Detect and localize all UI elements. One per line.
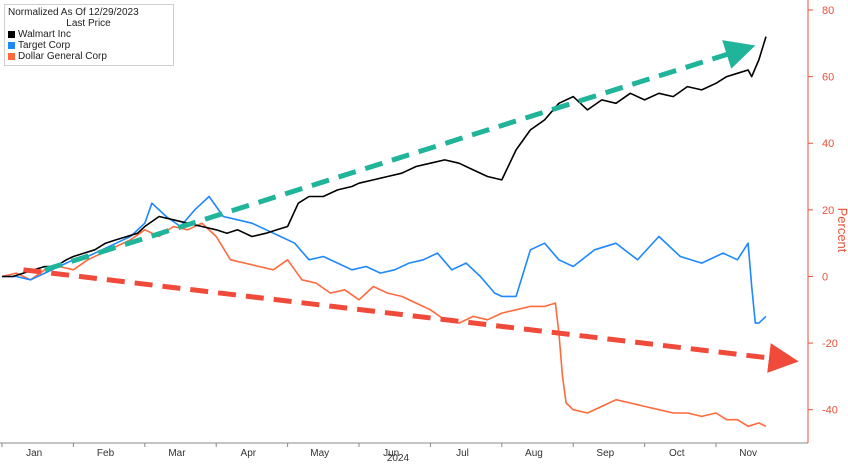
y-tick-label: 80 xyxy=(822,5,834,17)
y-tick-label: -20 xyxy=(822,338,838,350)
series-line-target xyxy=(2,195,767,324)
x-tick-label: Oct xyxy=(669,448,685,459)
x-tick-label: Jan xyxy=(26,448,42,459)
x-tick-label: Jul xyxy=(456,448,469,459)
trend-arrow-down xyxy=(23,267,799,373)
series-line-dollar-general xyxy=(1,222,767,428)
legend-label-walmart: Walmart Inc xyxy=(18,29,71,40)
x-tick-label: Aug xyxy=(525,448,543,459)
plot-area xyxy=(1,36,799,428)
x-tick-label: Mar xyxy=(168,448,186,459)
legend-swatch-walmart xyxy=(8,31,15,38)
legend-subheader: Last Price xyxy=(66,18,111,29)
x-tick-label: May xyxy=(310,448,329,459)
legend-item-walmart: Walmart Inc xyxy=(8,29,169,40)
x-tick-label: Jun xyxy=(383,448,399,459)
x-tick-label: Feb xyxy=(97,448,115,459)
legend-label-target: Target Corp xyxy=(18,40,71,51)
legend-swatch-target xyxy=(8,42,15,49)
x-tick-label: Nov xyxy=(739,448,757,459)
legend-item-target: Target Corp xyxy=(8,40,169,51)
x-tick-label: Apr xyxy=(241,448,257,459)
y-tick-label: 40 xyxy=(822,138,834,150)
y-tick-label: 0 xyxy=(822,271,828,283)
y-tick-label: -40 xyxy=(822,405,838,417)
legend-item-dollar-general: Dollar General Corp xyxy=(8,51,169,62)
x-tick-label: Sep xyxy=(596,448,614,459)
legend-swatch-dollar-general xyxy=(8,53,15,60)
y-tick-label: 20 xyxy=(822,205,834,217)
x-year-label: 2024 xyxy=(387,453,410,464)
legend-label-dollar-general: Dollar General Corp xyxy=(18,51,107,62)
trend-arrow-up xyxy=(44,40,756,273)
legend-header: Normalized As Of 12/29/2023 xyxy=(8,7,139,18)
y-axis: 80 60 40 20 0 -20 -40 xyxy=(807,0,838,443)
x-axis: Jan Feb Mar Apr May Jun Jul Aug Sep Oct Nov xyxy=(0,442,808,459)
y-tick-label: 60 xyxy=(822,72,834,84)
y-axis-label: Percent xyxy=(835,208,848,253)
legend: Normalized As Of 12/29/2023 Last Price W… xyxy=(4,4,174,66)
series-line-walmart xyxy=(2,36,767,278)
